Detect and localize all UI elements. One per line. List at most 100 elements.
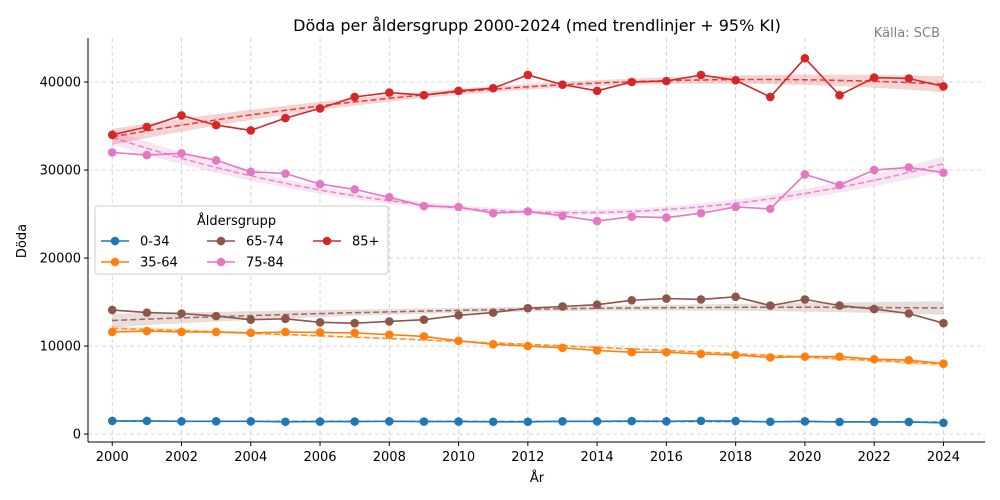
data-point-85+: [142, 122, 152, 132]
data-point-85+: [385, 88, 394, 97]
data-point-85+: [800, 53, 810, 63]
data-point-85+: [177, 111, 186, 120]
data-point-0-34: [939, 418, 948, 428]
data-point-35-64: [696, 349, 706, 359]
data-point-35-64: [835, 352, 844, 361]
data-point-35-64: [281, 327, 290, 337]
data-point-75-84: [765, 204, 775, 214]
data-point-0-34: [385, 417, 394, 426]
legend-label-65-74: 65-74: [246, 235, 284, 250]
data-point-0-34: [350, 417, 359, 426]
x-tick-label: 2020: [788, 450, 821, 465]
x-tick-label: 2024: [927, 450, 960, 465]
y-tick-label: 30000: [40, 164, 81, 179]
data-point-75-84: [662, 213, 671, 222]
data-point-0-34: [731, 416, 740, 426]
data-point-35-64: [419, 332, 429, 341]
data-point-75-84: [142, 150, 152, 160]
data-point-35-64: [765, 353, 775, 362]
data-point-65-74: [211, 311, 221, 321]
data-point-0-34: [107, 416, 117, 426]
x-tick-label: 2010: [442, 450, 475, 465]
x-tick-label: 2000: [96, 450, 129, 465]
data-point-35-64: [315, 328, 325, 337]
source-note: Källa: SCB: [874, 26, 940, 41]
data-point-65-74: [765, 301, 775, 310]
data-point-35-64: [246, 328, 256, 338]
data-point-35-64: [939, 359, 948, 368]
data-point-75-84: [558, 211, 567, 221]
chart-title: Döda per åldersgrupp 2000-2024 (med tren…: [293, 16, 781, 35]
data-point-65-74: [107, 305, 117, 315]
data-point-75-84: [211, 156, 221, 165]
data-point-65-74: [315, 317, 325, 327]
data-point-85+: [731, 75, 740, 85]
data-point-75-84: [177, 149, 186, 158]
data-point-35-64: [731, 350, 740, 360]
data-point-65-74: [385, 317, 394, 326]
data-point-0-34: [765, 417, 775, 427]
x-tick-label: 2012: [511, 450, 544, 465]
data-point-75-84: [385, 193, 394, 202]
data-point-85+: [281, 113, 290, 123]
data-point-65-74: [696, 295, 706, 304]
data-point-35-64: [627, 347, 637, 357]
data-point-0-34: [142, 416, 152, 426]
x-tick-label: 2016: [650, 450, 683, 465]
y-tick-label: 20000: [40, 252, 81, 267]
data-point-35-64: [107, 327, 117, 337]
data-point-0-34: [627, 416, 637, 426]
data-point-85+: [523, 70, 533, 80]
data-point-75-84: [107, 148, 117, 157]
y-tick-label: 40000: [40, 76, 81, 91]
data-point-75-84: [939, 168, 948, 177]
data-point-65-74: [939, 318, 948, 328]
data-point-75-84: [592, 216, 602, 226]
data-point-85+: [350, 92, 359, 102]
data-point-0-34: [869, 417, 879, 427]
data-point-85+: [696, 70, 706, 80]
data-point-35-64: [211, 327, 221, 337]
data-point-85+: [939, 82, 948, 91]
data-point-85+: [315, 104, 325, 113]
data-point-85+: [765, 92, 775, 102]
data-point-65-74: [904, 309, 914, 318]
data-point-0-34: [523, 417, 533, 427]
legend-label-75-84: 75-84: [246, 256, 284, 271]
data-point-85+: [246, 126, 256, 135]
data-point-65-74: [800, 295, 810, 304]
data-point-75-84: [419, 201, 429, 211]
y-tick-label: 0: [73, 428, 81, 443]
data-point-85+: [488, 83, 498, 93]
data-point-75-84: [904, 163, 914, 172]
legend-marker-75-84: [216, 257, 226, 267]
data-point-35-64: [800, 352, 810, 361]
x-tick-label: 2022: [858, 450, 891, 465]
data-point-35-64: [454, 336, 463, 346]
data-point-0-34: [211, 417, 221, 426]
data-point-35-64: [523, 341, 533, 351]
data-point-85+: [211, 120, 221, 130]
data-point-0-34: [454, 417, 463, 426]
data-point-65-74: [281, 314, 290, 324]
data-point-85+: [627, 77, 637, 87]
data-point-85+: [454, 86, 463, 96]
data-point-35-64: [558, 343, 567, 353]
data-point-35-64: [904, 355, 914, 365]
legend-title: Åldersgrupp: [197, 213, 276, 229]
legend-marker-35-64: [110, 257, 120, 267]
legend-label-35-64: 35-64: [140, 256, 178, 271]
data-point-0-34: [488, 417, 498, 427]
legend-label-0-34: 0-34: [140, 235, 170, 250]
data-point-65-74: [662, 294, 671, 303]
data-point-0-34: [419, 417, 429, 426]
data-point-85+: [662, 76, 671, 86]
data-point-75-84: [350, 185, 359, 194]
data-point-0-34: [904, 417, 914, 427]
data-point-65-74: [246, 315, 256, 324]
data-point-65-74: [835, 301, 844, 310]
legend-marker-85+: [322, 236, 332, 246]
data-point-65-74: [558, 302, 567, 311]
